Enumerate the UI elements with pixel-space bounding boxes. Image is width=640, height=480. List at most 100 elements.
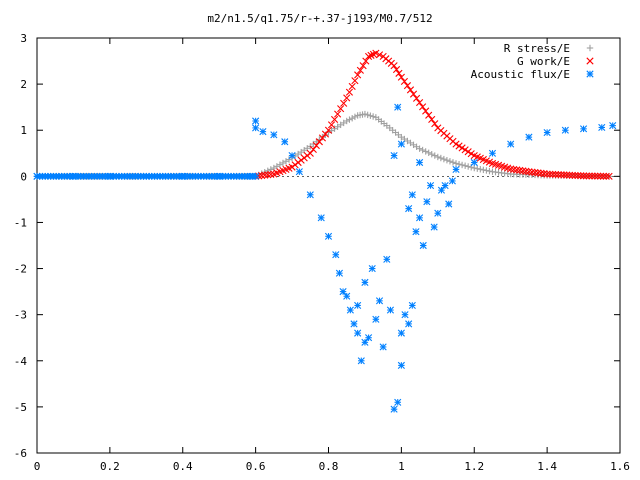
data-point	[375, 297, 384, 305]
data-point	[588, 172, 596, 180]
plot-series	[33, 49, 617, 413]
data-point	[351, 77, 359, 85]
data-point	[405, 320, 413, 328]
y-tick-label: -4	[14, 355, 28, 368]
x-tick-label: 1.2	[464, 460, 484, 473]
data-point	[318, 134, 327, 142]
legend-label: R stress/E	[504, 42, 570, 55]
data-point	[602, 172, 610, 180]
data-point	[525, 133, 533, 141]
data-point	[295, 168, 303, 176]
data-point	[464, 163, 472, 170]
data-point	[609, 122, 617, 130]
data-point	[306, 149, 314, 157]
data-point	[261, 171, 269, 179]
data-point	[348, 82, 356, 91]
data-point	[446, 158, 454, 165]
data-point	[525, 168, 533, 176]
data-point	[431, 152, 438, 159]
data-point	[477, 166, 484, 173]
data-point	[324, 232, 333, 240]
data-point	[252, 172, 260, 180]
data-point	[574, 171, 582, 180]
y-tick-label: -6	[14, 447, 27, 460]
data-point	[340, 99, 348, 107]
data-point	[345, 88, 354, 96]
data-point	[259, 128, 267, 136]
data-point	[488, 149, 497, 157]
series-star	[33, 103, 617, 413]
data-point	[470, 158, 478, 167]
data-point	[281, 138, 289, 146]
data-point	[400, 77, 409, 86]
data-point	[560, 171, 568, 179]
data-point	[577, 172, 585, 180]
data-point	[507, 140, 515, 148]
series-cross	[252, 49, 613, 180]
data-point	[330, 115, 339, 124]
data-point	[321, 130, 330, 138]
data-point	[401, 311, 409, 319]
y-tick-label: 0	[20, 170, 27, 183]
x-tick-label: 0.2	[100, 460, 120, 473]
data-point	[405, 205, 413, 213]
data-point	[408, 191, 416, 199]
data-point	[579, 172, 588, 180]
x-tick-label: 0	[34, 460, 41, 473]
data-point	[582, 172, 590, 180]
data-point	[408, 301, 416, 310]
data-point	[461, 162, 469, 169]
data-point	[394, 398, 402, 406]
data-point	[565, 171, 574, 179]
x-tick-label: 0.6	[246, 460, 266, 473]
data-point	[549, 170, 557, 178]
data-point	[423, 198, 431, 206]
data-point	[594, 172, 602, 180]
data-point	[437, 154, 445, 162]
data-point	[412, 94, 421, 102]
data-point	[419, 241, 427, 250]
x-tick-label: 0.4	[173, 460, 193, 473]
data-point	[390, 62, 398, 70]
data-point	[356, 66, 364, 74]
chart-title: m2/n1.5/q1.75/r-+.37-j193/M0.7/512	[207, 12, 432, 25]
data-point	[441, 181, 449, 190]
data-point	[368, 264, 376, 273]
series-plus	[33, 110, 613, 180]
data-point	[409, 90, 418, 98]
data-point	[571, 171, 579, 180]
data-point	[434, 153, 442, 161]
data-point	[348, 115, 356, 122]
y-tick-label: 3	[20, 32, 27, 45]
data-point	[306, 191, 314, 199]
data-point	[372, 49, 380, 57]
data-point	[359, 62, 367, 70]
y-tick-label: 2	[20, 78, 27, 91]
data-point	[458, 161, 466, 169]
data-point	[568, 171, 576, 179]
data-point	[264, 167, 271, 174]
y-tick-label: -2	[14, 263, 27, 276]
data-point	[386, 306, 395, 314]
data-point	[557, 171, 565, 179]
data-point	[599, 172, 607, 180]
data-point	[452, 165, 460, 174]
data-point	[252, 124, 260, 132]
data-point	[483, 167, 490, 174]
data-point	[419, 146, 426, 154]
data-point	[346, 116, 353, 123]
data-point	[309, 145, 317, 154]
data-point	[445, 200, 453, 208]
data-point	[434, 209, 442, 217]
data-point	[397, 73, 405, 81]
legend-marker	[586, 70, 594, 78]
data-point	[312, 142, 320, 150]
x-tick-label: 0.8	[319, 460, 339, 473]
data-point	[270, 131, 278, 139]
data-point	[335, 269, 344, 277]
data-point	[412, 228, 420, 236]
data-point	[343, 94, 351, 102]
data-point	[416, 214, 424, 222]
data-point	[354, 301, 362, 310]
